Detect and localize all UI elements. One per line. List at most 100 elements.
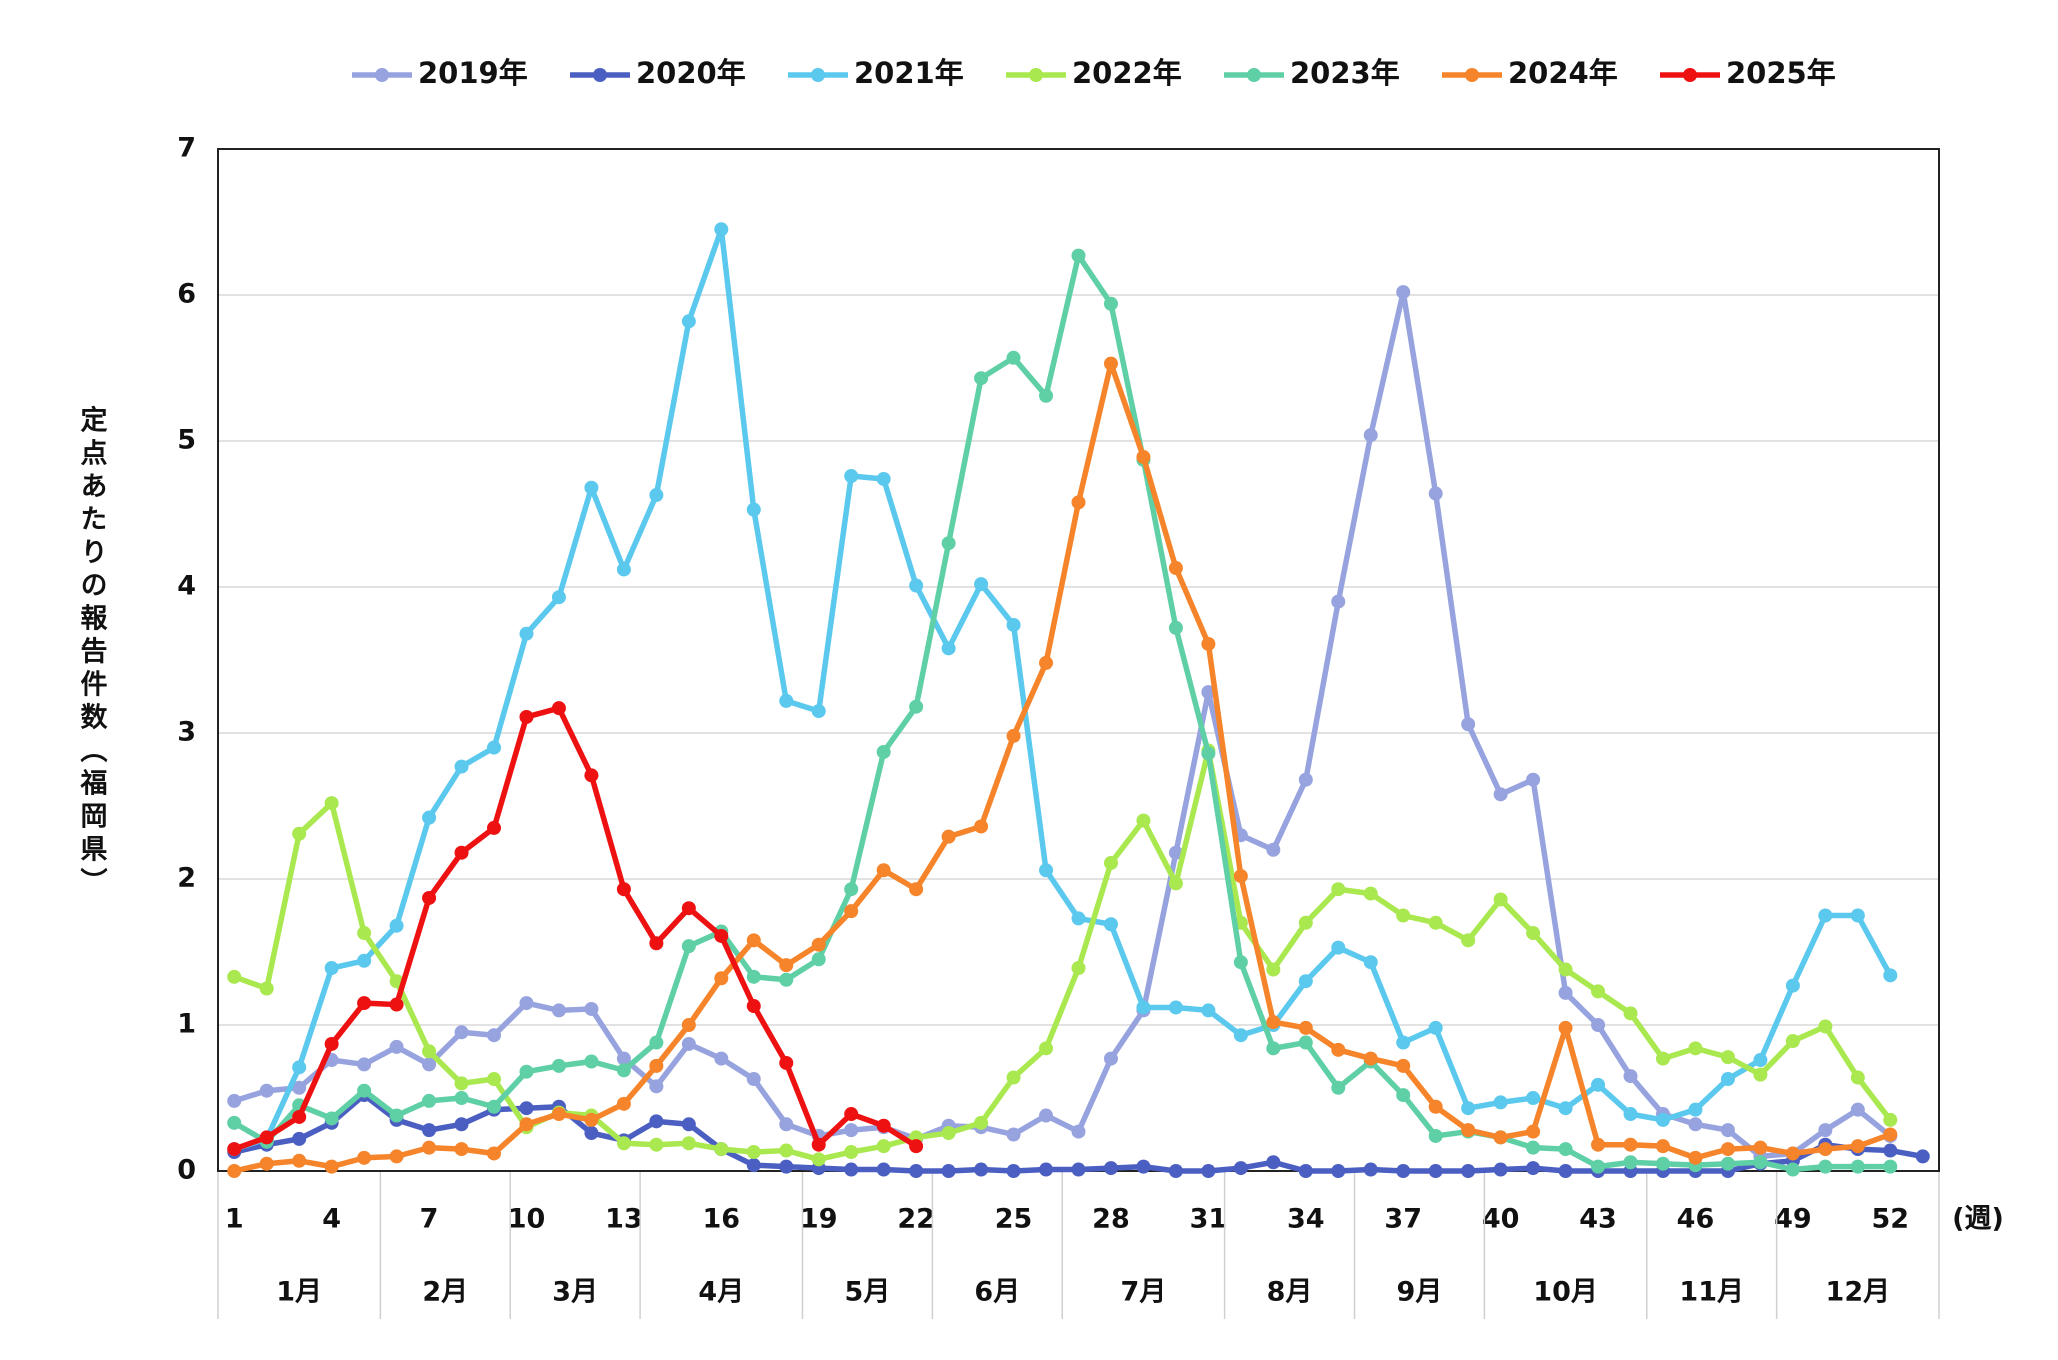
data-point (1493, 892, 1508, 907)
data-point (1298, 772, 1313, 787)
data-point (1688, 1117, 1703, 1132)
data-point (292, 826, 307, 841)
data-point (1818, 908, 1833, 923)
data-point (649, 936, 664, 951)
data-point (1818, 1123, 1833, 1138)
data-point (941, 536, 956, 551)
legend-item: 2024年 (1442, 56, 1618, 90)
data-point (1558, 985, 1573, 1000)
data-point (487, 1099, 502, 1114)
month-label: 4月 (698, 1277, 744, 1308)
data-point (681, 314, 696, 329)
data-point (1071, 1162, 1086, 1177)
series-line (232, 252, 1891, 1173)
month-label: 8月 (1267, 1277, 1313, 1308)
data-point (292, 1131, 307, 1146)
data-point (649, 1114, 664, 1129)
data-point (519, 1117, 534, 1132)
series-line (233, 705, 918, 1152)
data-point (1558, 1164, 1573, 1178)
data-point (519, 996, 534, 1011)
data-point (1396, 1164, 1411, 1178)
data-point (292, 1060, 307, 1075)
data-point (1558, 1020, 1573, 1035)
month-label: 11月 (1679, 1277, 1744, 1308)
data-point (1785, 1162, 1800, 1177)
x-tick-label: 43 (1579, 1204, 1617, 1235)
data-point (714, 222, 729, 237)
data-point (1168, 1000, 1183, 1015)
data-point (844, 904, 859, 919)
data-point (1883, 1159, 1898, 1174)
data-point (1396, 1058, 1411, 1073)
data-point (876, 471, 891, 486)
data-point (876, 1162, 891, 1177)
data-point (811, 937, 826, 952)
series-line (233, 289, 1893, 1160)
series (227, 356, 1898, 1178)
data-point (844, 1123, 859, 1138)
data-point (1655, 1156, 1670, 1171)
legend-label: 2019年 (418, 56, 528, 90)
data-point (1591, 1159, 1606, 1174)
data-point (1623, 1069, 1638, 1084)
data-point (1201, 1003, 1216, 1018)
data-point (422, 1093, 437, 1108)
data-point (1753, 1067, 1768, 1082)
data-point (1753, 1155, 1768, 1170)
data-point (584, 480, 599, 495)
data-point (779, 972, 794, 987)
data-point (1396, 1088, 1411, 1103)
series (227, 248, 1898, 1177)
data-point (1201, 1164, 1216, 1178)
data-point (974, 577, 989, 592)
data-point (1039, 863, 1054, 878)
data-point (876, 744, 891, 759)
y-tick-label: 1 (177, 1009, 196, 1040)
data-point (1623, 1006, 1638, 1021)
data-point (714, 928, 729, 943)
data-point (324, 1036, 339, 1051)
data-point (649, 1035, 664, 1050)
data-point (1363, 1162, 1378, 1177)
data-point (519, 1064, 534, 1079)
data-point (1688, 1041, 1703, 1056)
data-point (1526, 1140, 1541, 1155)
data-point (616, 1051, 631, 1066)
data-point (389, 918, 404, 933)
month-label: 5月 (845, 1277, 891, 1308)
legend-marker (593, 68, 607, 82)
data-point (324, 796, 339, 811)
data-point (1331, 1080, 1346, 1095)
data-point (1688, 1150, 1703, 1165)
data-point (551, 1107, 566, 1122)
data-point (1558, 1142, 1573, 1157)
data-point (941, 829, 956, 844)
legend-label: 2024年 (1508, 56, 1618, 90)
data-point (1461, 933, 1476, 948)
data-point (681, 1117, 696, 1132)
data-point (1850, 1070, 1865, 1085)
data-point (454, 1142, 469, 1157)
data-point (1006, 1127, 1021, 1142)
data-point (1168, 620, 1183, 635)
data-point (1883, 1127, 1898, 1142)
month-label: 2月 (422, 1277, 468, 1308)
data-point (227, 1093, 242, 1108)
data-point (487, 1146, 502, 1161)
data-point (584, 1054, 599, 1069)
data-point (584, 1112, 599, 1127)
data-point (422, 1044, 437, 1059)
data-point (1558, 1101, 1573, 1116)
data-point (1103, 855, 1118, 870)
data-point (519, 626, 534, 641)
y-tick-label: 7 (177, 133, 196, 164)
legend-item: 2019年 (352, 56, 528, 90)
x-tick-label: 40 (1482, 1204, 1520, 1235)
legend-item: 2025年 (1660, 56, 1836, 90)
data-point (357, 1150, 372, 1165)
data-point (909, 699, 924, 714)
data-point (779, 1159, 794, 1174)
data-point (357, 1083, 372, 1098)
data-point (1136, 813, 1151, 828)
